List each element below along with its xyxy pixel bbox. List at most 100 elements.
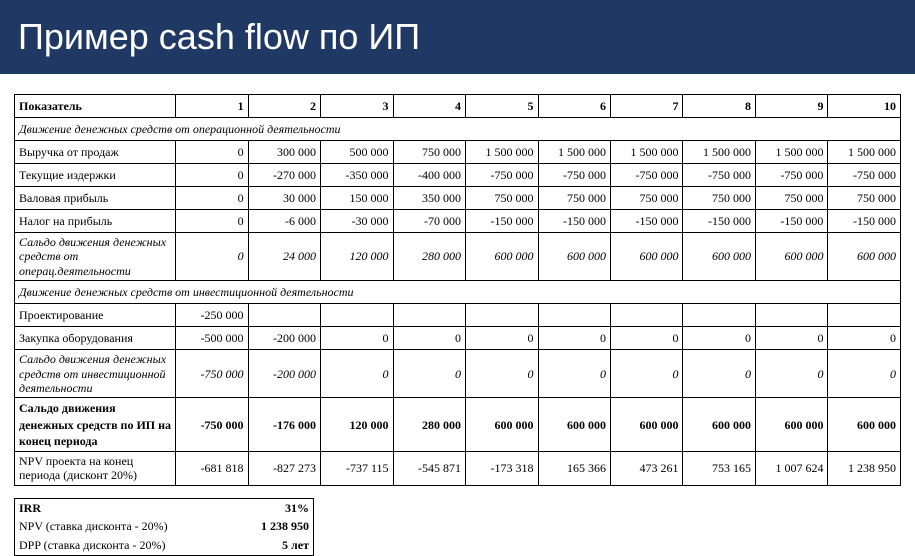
cell: -30 000	[321, 210, 393, 233]
cell: 0	[538, 350, 610, 398]
summary-label: NPV (ставка дисконта - 20%)	[15, 517, 235, 536]
cell: 1 238 950	[828, 451, 901, 485]
cell: 750 000	[466, 187, 538, 210]
table-row: Закупка оборудования -500 000 -200 000 0…	[15, 327, 901, 350]
summary-row-dpp: DPP (ставка дисконта - 20%) 5 лет	[15, 536, 314, 555]
cell: 600 000	[610, 233, 682, 281]
cell: 1 500 000	[610, 141, 682, 164]
table-row: Выручка от продаж 0 300 000 500 000 750 …	[15, 141, 901, 164]
cell: 600 000	[828, 398, 901, 452]
cell: -500 000	[176, 327, 248, 350]
cell: 0	[321, 350, 393, 398]
cell: 750 000	[755, 187, 827, 210]
cell: -150 000	[610, 210, 682, 233]
cell: -750 000	[683, 164, 755, 187]
cell	[466, 304, 538, 327]
cashflow-table: Показатель 1 2 3 4 5 6 7 8 9 10 Движение…	[14, 94, 901, 486]
cell: -150 000	[755, 210, 827, 233]
cell: 0	[828, 327, 901, 350]
cell: 600 000	[466, 398, 538, 452]
cell	[393, 304, 465, 327]
summary-row-npv: NPV (ставка дисконта - 20%) 1 238 950	[15, 517, 314, 536]
cell	[610, 304, 682, 327]
cell: 0	[610, 327, 682, 350]
cell: 0	[393, 350, 465, 398]
header-period: 2	[248, 95, 320, 118]
content-wrap: Показатель 1 2 3 4 5 6 7 8 9 10 Движение…	[0, 94, 915, 556]
operating-subtotal-row: Сальдо движения денежных средств от опер…	[15, 233, 901, 281]
cell: 350 000	[393, 187, 465, 210]
cell: 600 000	[538, 398, 610, 452]
cell: 750 000	[393, 141, 465, 164]
header-period: 5	[466, 95, 538, 118]
cell: 600 000	[538, 233, 610, 281]
cell: 280 000	[393, 398, 465, 452]
cell: 600 000	[610, 398, 682, 452]
cell: 753 165	[683, 451, 755, 485]
cell: -750 000	[176, 398, 248, 452]
cell	[538, 304, 610, 327]
cell: 150 000	[321, 187, 393, 210]
row-label: Сальдо движения денежных средств от инве…	[15, 350, 176, 398]
cell: -150 000	[538, 210, 610, 233]
cell: 500 000	[321, 141, 393, 164]
cell: -750 000	[176, 350, 248, 398]
row-label: Сальдо движения денежных средств от опер…	[15, 233, 176, 281]
header-label: Показатель	[15, 95, 176, 118]
cell: 120 000	[321, 233, 393, 281]
cell: -350 000	[321, 164, 393, 187]
summary-row-irr: IRR 31%	[15, 498, 314, 517]
row-label: NPV проекта на конец периода (дисконт 20…	[15, 451, 176, 485]
section-operating: Движение денежных средств от операционно…	[15, 118, 901, 141]
row-label: Налог на прибыль	[15, 210, 176, 233]
header-period: 6	[538, 95, 610, 118]
header-period: 8	[683, 95, 755, 118]
cell	[321, 304, 393, 327]
cell: 0	[176, 141, 248, 164]
row-label: Закупка оборудования	[15, 327, 176, 350]
cell: -250 000	[176, 304, 248, 327]
cell: -400 000	[393, 164, 465, 187]
cell: 1 500 000	[683, 141, 755, 164]
cell: -150 000	[466, 210, 538, 233]
row-label: Текущие издержки	[15, 164, 176, 187]
summary-table: IRR 31% NPV (ставка дисконта - 20%) 1 23…	[14, 498, 314, 556]
cell: 750 000	[683, 187, 755, 210]
cell: 0	[466, 327, 538, 350]
cell: -750 000	[828, 164, 901, 187]
header-period: 3	[321, 95, 393, 118]
cell: -200 000	[248, 350, 320, 398]
cell: 600 000	[755, 233, 827, 281]
cell: 0	[683, 350, 755, 398]
cell: 30 000	[248, 187, 320, 210]
cell: -750 000	[610, 164, 682, 187]
row-label: Выручка от продаж	[15, 141, 176, 164]
cell: 24 000	[248, 233, 320, 281]
summary-label: DPP (ставка дисконта - 20%)	[15, 536, 235, 555]
table-row: Налог на прибыль 0 -6 000 -30 000 -70 00…	[15, 210, 901, 233]
investing-subtotal-row: Сальдо движения денежных средств от инве…	[15, 350, 901, 398]
cell	[248, 304, 320, 327]
cell: -827 273	[248, 451, 320, 485]
cell: 750 000	[538, 187, 610, 210]
period-balance-row: Сальдо движения денежных средств по ИП н…	[15, 398, 901, 452]
header-period: 7	[610, 95, 682, 118]
cell: 600 000	[683, 398, 755, 452]
cell: -270 000	[248, 164, 320, 187]
cell: 0	[755, 350, 827, 398]
cell	[683, 304, 755, 327]
cell: 0	[321, 327, 393, 350]
section-title: Движение денежных средств от операционно…	[15, 118, 901, 141]
cell: 0	[828, 350, 901, 398]
cell	[755, 304, 827, 327]
cell: -750 000	[466, 164, 538, 187]
summary-label: IRR	[15, 498, 235, 517]
summary-value: 1 238 950	[234, 517, 313, 536]
cell: -173 318	[466, 451, 538, 485]
cell: 1 500 000	[466, 141, 538, 164]
cell: 600 000	[466, 233, 538, 281]
header-period: 4	[393, 95, 465, 118]
row-label: Сальдо движения денежных средств по ИП н…	[15, 398, 176, 452]
cell: 1 500 000	[755, 141, 827, 164]
cell: 0	[393, 327, 465, 350]
